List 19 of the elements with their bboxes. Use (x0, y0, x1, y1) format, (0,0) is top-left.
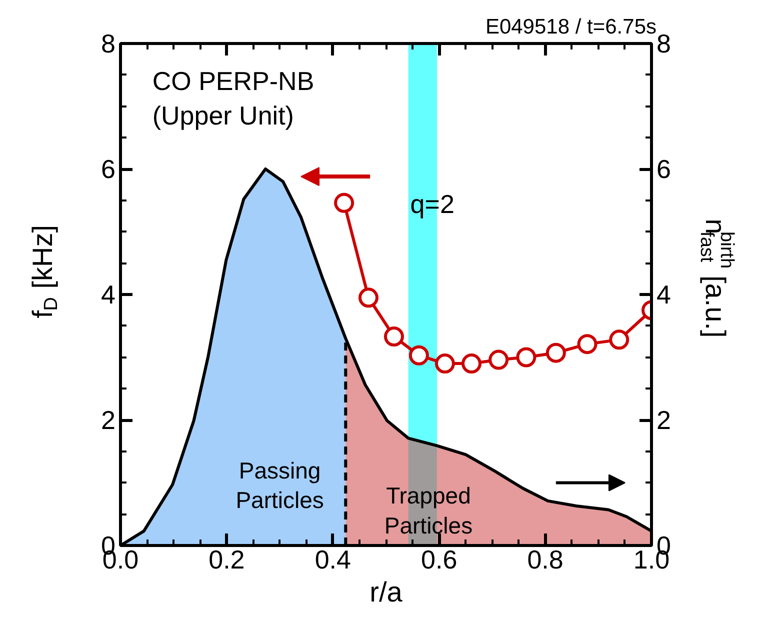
x-axis-title: r/a (370, 576, 403, 608)
annotation: Passing Particles (236, 457, 324, 514)
y-tick-label: 6 (101, 154, 116, 184)
y-tick-label: 8 (101, 28, 116, 58)
y2-axis-title: nfastbirth [a.u.] (696, 218, 737, 338)
y2-tick-label: 2 (656, 405, 671, 435)
y2-tick-label: 6 (656, 154, 671, 184)
x-tick-label: 0.4 (314, 544, 351, 574)
y-axis-title: fD [kHz] (27, 224, 62, 318)
chart-title: E049518 / t=6.75s (485, 16, 657, 38)
x-tick-label: 0.8 (527, 544, 564, 574)
y2-tick-label: 8 (656, 28, 671, 58)
annotation: CO PERP-NB (Upper Unit) (152, 66, 314, 131)
annotation: Trapped Particles (384, 482, 473, 538)
y-tick-label: 4 (101, 280, 116, 310)
y-tick-label: 2 (101, 405, 116, 435)
x-tick-label: 0.2 (208, 544, 245, 574)
x-tick-label: 0.6 (421, 544, 458, 574)
y2-tick-label: 4 (656, 280, 671, 310)
